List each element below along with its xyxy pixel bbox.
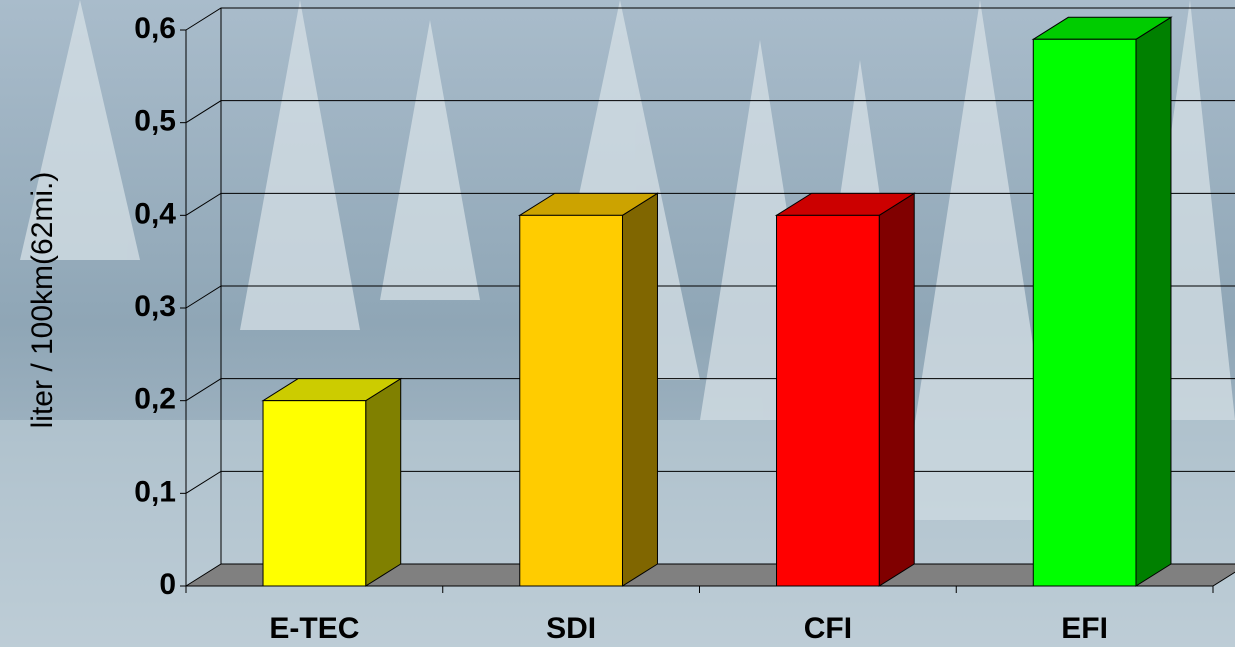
bar-side — [879, 193, 914, 586]
y-tick-label: 0 — [159, 568, 176, 601]
y-axis-label: liter / 100km(62mi.) — [26, 172, 59, 429]
bar — [777, 193, 915, 586]
y-tick-label: 0,3 — [134, 290, 176, 323]
bar-side — [366, 379, 401, 586]
bar — [263, 379, 401, 586]
bar-front — [263, 401, 366, 586]
bar — [1033, 17, 1171, 586]
bar-side — [622, 193, 657, 586]
y-tick-label: 0,5 — [134, 105, 176, 138]
y-tick-label: 0,1 — [134, 475, 176, 508]
bar — [520, 193, 658, 586]
y-tick-label: 0,2 — [134, 383, 176, 416]
x-tick-label: E-TEC — [269, 612, 359, 645]
bar-side — [1136, 17, 1171, 586]
x-tick-label: SDI — [546, 612, 596, 645]
bar-front — [777, 215, 880, 586]
x-tick-label: CFI — [804, 612, 852, 645]
y-tick-label: 0,4 — [134, 197, 176, 230]
bar-front — [520, 215, 623, 586]
x-tick-label: EFI — [1061, 612, 1108, 645]
chart: liter / 100km(62mi.) 0 0,1 0,2 0,3 0,4 0,5 0,6… — [0, 0, 1235, 647]
y-tick-label: 0,6 — [134, 12, 176, 45]
bar-front — [1033, 39, 1136, 586]
